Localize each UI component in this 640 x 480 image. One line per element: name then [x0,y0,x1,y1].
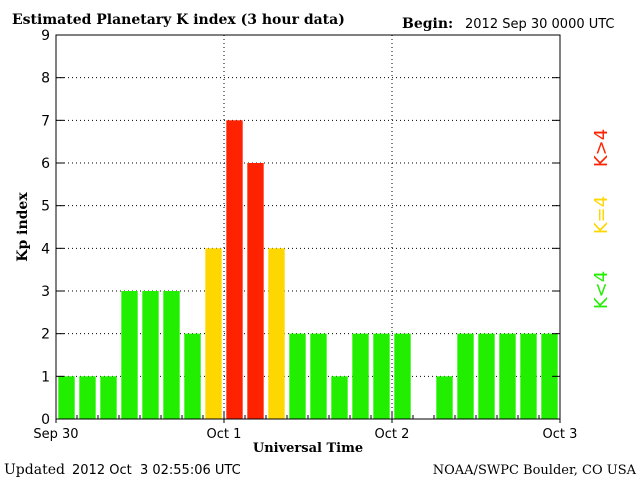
kp-bar [394,333,411,419]
grid-lines [56,35,560,419]
y-tick-label: 0 [41,412,50,428]
y-tick-label: 9 [41,28,50,44]
x-tick-label: Oct 3 [543,427,578,442]
kp-bar [121,291,138,419]
kp-bar [541,333,558,419]
y-tick-label: 8 [41,71,50,87]
y-axis-ticks: 0 1 2 3 4 5 6 7 8 9 [41,28,560,428]
kp-bar [331,376,348,419]
y-tick-label: 1 [41,369,50,385]
kp-bar [373,333,390,419]
x-tick-label: Sep 30 [33,427,78,442]
legend-equal: K=4 [591,196,612,234]
kp-bar [163,291,180,419]
kp-bar [289,333,306,419]
legend: K>4 K=4 K<4 [591,129,612,309]
kp-bar [457,333,474,419]
kp-bar [142,291,159,419]
updated-label: Updated [4,462,65,478]
begin-label: Begin: [402,16,453,32]
kp-bar [499,333,516,419]
x-axis-ticks: Sep 30 Oct 1 Oct 2 Oct 3 [33,411,577,442]
updated-value: 2012 Oct 3 02:55:06 UTC [72,463,241,478]
kp-bar [100,376,117,419]
legend-high: K>4 [591,129,612,167]
kp-bar [436,376,453,419]
y-axis-label: Kp index [15,192,31,262]
x-tick-label: Oct 1 [207,427,242,442]
bars [58,120,558,419]
kp-bar [520,333,537,419]
kp-bar [310,333,327,419]
y-tick-label: 3 [41,284,50,300]
source-credit: NOAA/SWPC Boulder, CO USA [433,463,637,478]
x-axis-label: Universal Time [253,441,363,456]
kp-bar [184,333,201,419]
y-tick-label: 4 [41,241,50,257]
kp-bar [247,163,264,419]
legend-low: K<4 [591,271,612,309]
y-tick-label: 2 [41,327,50,343]
y-tick-label: 6 [41,156,50,172]
kp-bar [226,120,243,419]
x-tick-label: Oct 2 [375,427,410,442]
kp-bar [205,248,222,419]
chart-title: Estimated Planetary K index (3 hour data… [12,12,345,28]
begin-value: 2012 Sep 30 0000 UTC [465,17,615,32]
kp-bar [79,376,96,419]
kp-bar [352,333,369,419]
kp-bar [478,333,495,419]
y-tick-label: 7 [41,113,50,129]
kp-bar [58,376,75,419]
kp-bar [268,248,285,419]
y-tick-label: 5 [41,199,50,215]
